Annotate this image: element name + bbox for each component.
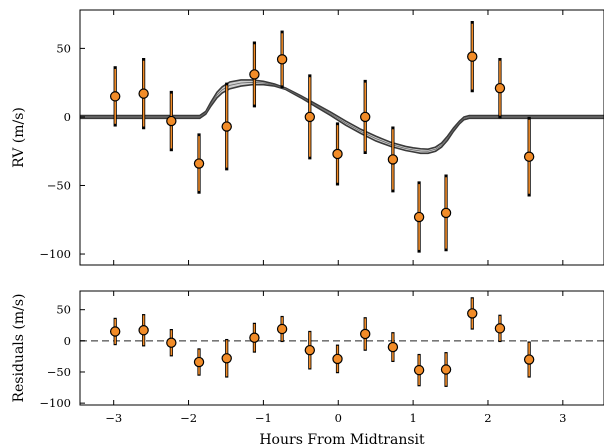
data-point [138,88,149,99]
data-point [494,323,506,334]
rv-x-ticks [113,10,564,265]
data-point [413,211,425,223]
x-tick-label: −1 [255,411,272,425]
rv-y-axis-label: RV (m/s) [11,107,27,168]
data-point [193,158,205,169]
x-tick-label: 1 [409,411,416,425]
data-point [360,111,371,123]
y-tick-label: 50 [56,303,71,317]
rv-y-ticks: −100 −50 0 50 [39,41,85,261]
data-point [304,344,316,356]
data-point [166,337,177,348]
rv-data-points [109,20,535,253]
data-point [304,111,316,123]
y-tick-label: 0 [64,334,71,348]
data-point [523,151,535,162]
residuals-y-axis-label: Residuals (m/s) [11,293,27,402]
x-tick-label: 3 [559,411,566,425]
rv-panel: −100 −50 0 50 RV (m/s) [11,9,604,266]
data-point [193,356,205,368]
data-point [494,82,506,94]
residuals-x-ticks: −3 −2 −1 0 1 2 3 [105,291,566,425]
x-tick-label: −2 [180,411,197,425]
y-tick-label: 0 [64,110,71,124]
data-point [221,353,232,364]
data-point [138,325,149,336]
model-median-line [80,81,604,152]
model-lower-edge [80,83,604,155]
residuals-y-ticks: −100 −50 0 50 [39,303,85,410]
y-tick-label: −100 [39,396,71,410]
y-tick-label: −50 [47,365,71,379]
data-point [440,364,452,375]
data-point [109,326,121,337]
data-point [413,364,425,376]
data-point [440,207,452,219]
data-point [221,121,232,132]
data-point [109,91,121,102]
data-point [360,328,371,340]
residuals-axes-frame [79,290,604,406]
y-tick-label: −50 [47,178,71,192]
x-tick-label: −3 [105,411,122,425]
rv-model-band [80,79,604,155]
x-tick-label: 2 [484,411,491,425]
data-point [249,69,260,80]
data-point [387,341,399,353]
y-tick-label: 50 [56,41,71,55]
data-point [276,323,288,335]
data-point [523,354,535,365]
model-upper-edge [80,79,604,150]
data-point [332,148,343,160]
data-point [387,154,399,165]
y-tick-label: −100 [39,247,71,261]
rv-axes-frame [79,9,604,266]
data-point [332,353,343,365]
data-point [467,308,478,319]
data-point [467,51,478,62]
data-point [276,54,288,65]
x-tick-label: 0 [335,411,342,425]
x-axis-label: Hours From Midtransit [259,432,425,448]
residuals-panel: −3 −2 −1 0 1 2 3 −100 −50 0 50 Residuals (m/s) Ho… [11,290,604,448]
data-point [249,332,260,343]
data-point [166,115,177,127]
residual-data-points [109,297,535,387]
